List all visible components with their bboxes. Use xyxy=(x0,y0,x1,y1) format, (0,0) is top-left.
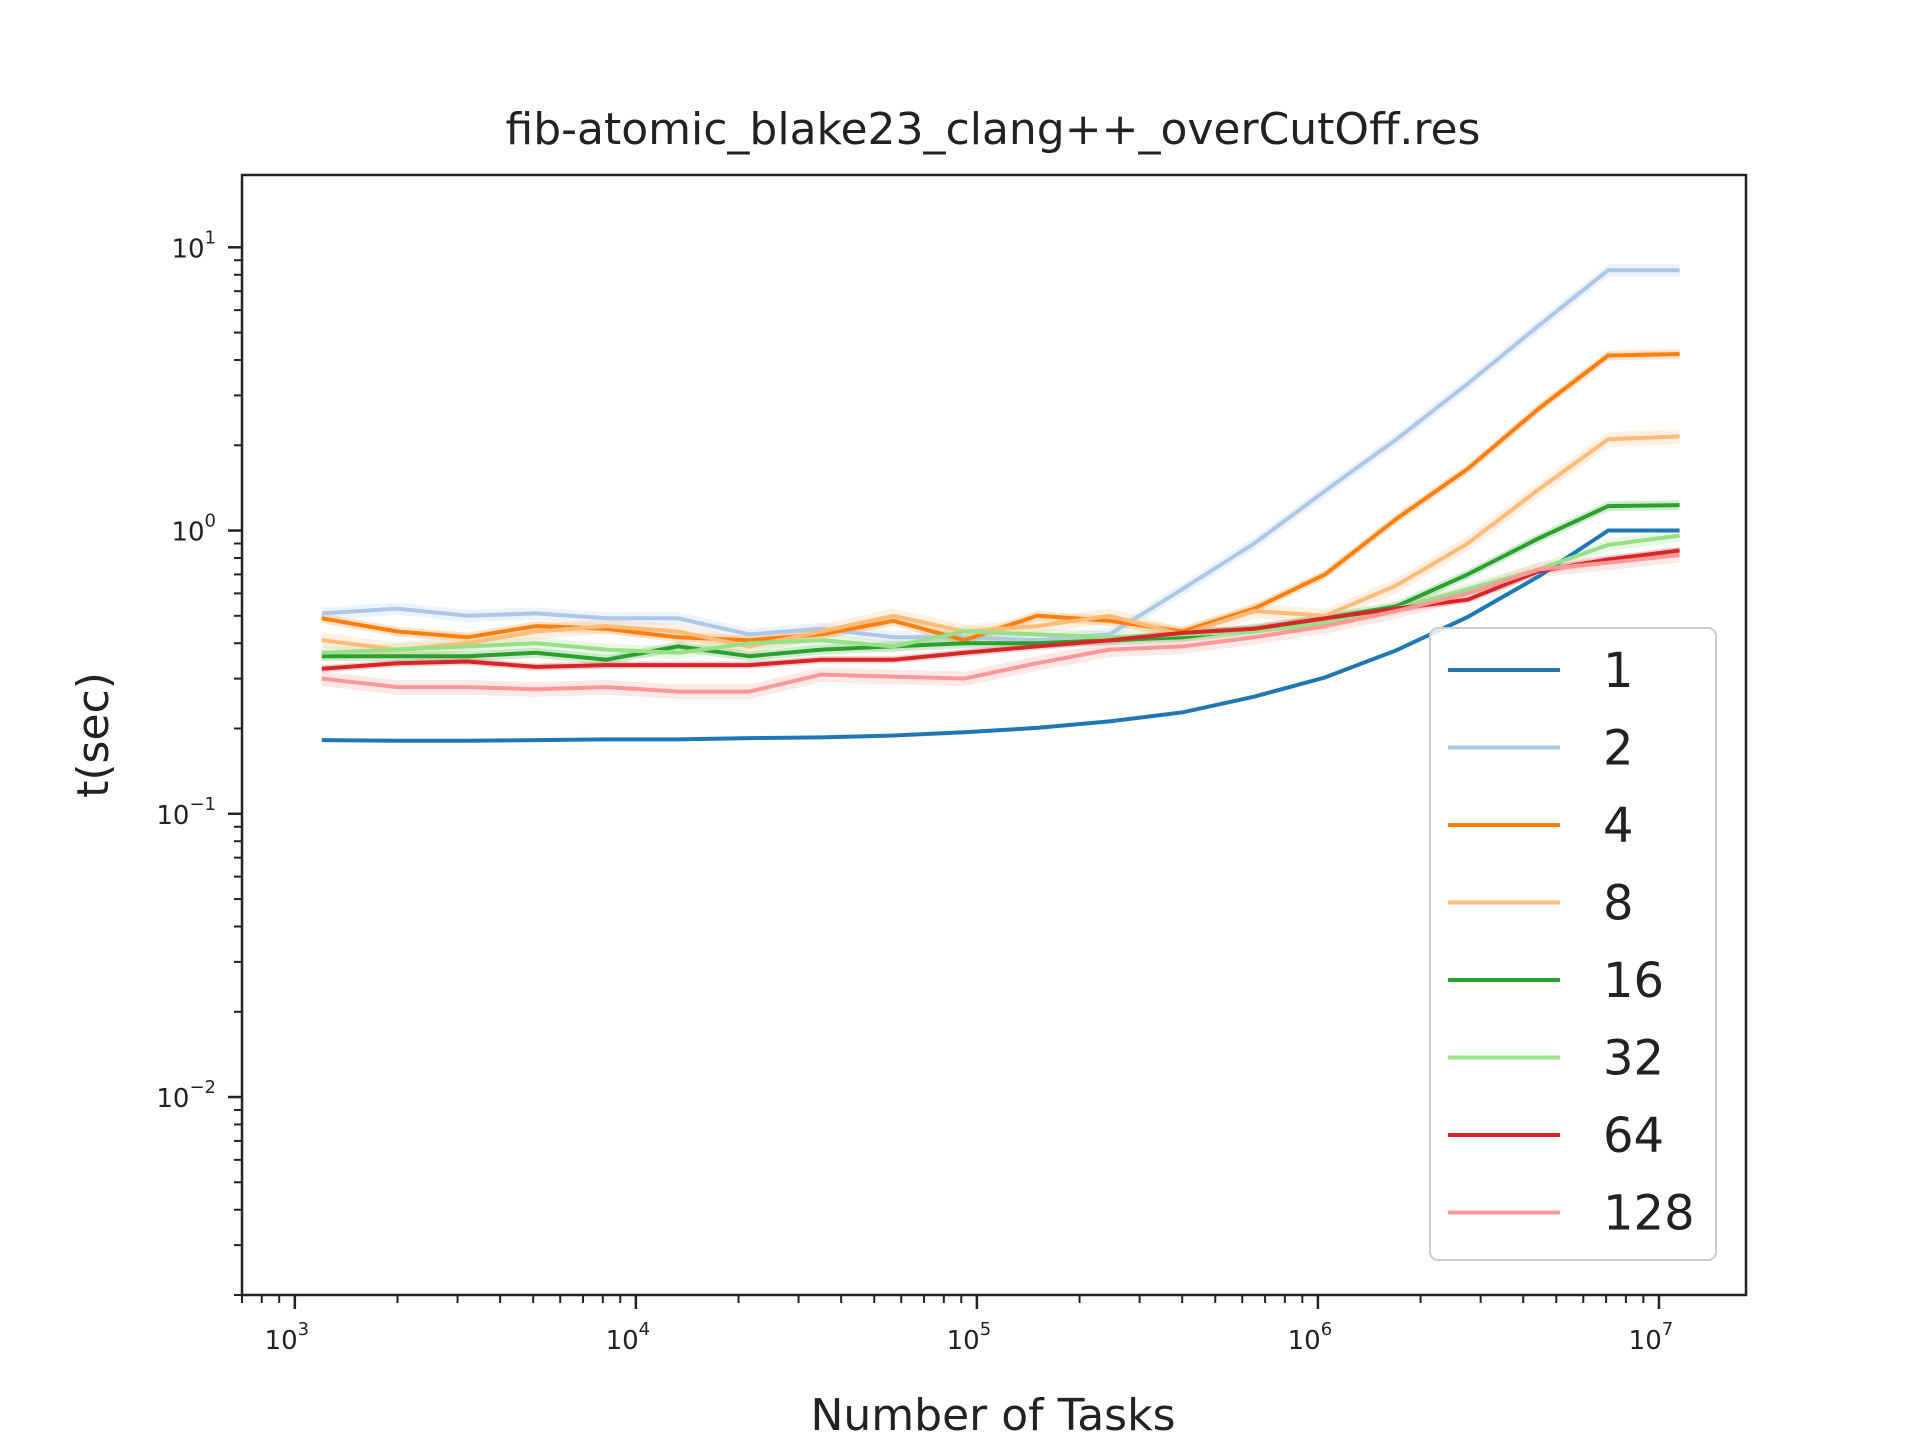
legend-label: 4 xyxy=(1603,798,1634,854)
series-line-128 xyxy=(321,553,1680,694)
legend-label: 8 xyxy=(1603,876,1634,932)
legend-box xyxy=(1429,627,1717,1261)
legend-label: 64 xyxy=(1603,1108,1664,1164)
y-tick-label: 10−1 xyxy=(156,794,216,831)
legend-item-64: 64 xyxy=(1448,1108,1664,1164)
series-line-1 xyxy=(321,528,1680,743)
y-axis-label: t(sec) xyxy=(68,672,119,798)
legend: 1 2 4 8 16 32 64 128 xyxy=(1429,627,1717,1261)
series-line-64 xyxy=(321,548,1680,671)
legend-label: 32 xyxy=(1603,1031,1664,1087)
series-line-2 xyxy=(321,268,1680,643)
series-lines xyxy=(321,268,1680,743)
chart-title: fib-atomic_blake23_clang++_overCutOff.re… xyxy=(506,104,1481,155)
legend-item-32: 32 xyxy=(1448,1031,1664,1087)
x-tick-label: 107 xyxy=(1629,1319,1674,1356)
legend-item-128: 128 xyxy=(1448,1186,1695,1242)
x-tick-label: 106 xyxy=(1288,1319,1333,1356)
legend-item-8: 8 xyxy=(1448,876,1634,932)
y-tick-label: 101 xyxy=(171,227,216,264)
y-axis: 101 100 10−1 10−2 xyxy=(156,227,242,1296)
x-tick-label: 104 xyxy=(606,1319,651,1356)
legend-label: 2 xyxy=(1603,721,1634,777)
y-tick-label: 100 xyxy=(171,511,216,548)
legend-item-1: 1 xyxy=(1448,643,1634,699)
x-axis-label: Number of Tasks xyxy=(810,1390,1175,1440)
x-tick-label: 105 xyxy=(947,1319,992,1356)
legend-item-2: 2 xyxy=(1448,721,1634,777)
series-line-32 xyxy=(321,533,1680,655)
legend-item-16: 16 xyxy=(1448,953,1664,1009)
series-line-16 xyxy=(321,503,1680,662)
legend-item-4: 4 xyxy=(1448,798,1634,854)
series-line-8 xyxy=(321,434,1680,652)
plot-frame xyxy=(240,173,1748,1297)
legend-label: 1 xyxy=(1603,643,1634,699)
y-tick-label: 10−2 xyxy=(156,1077,216,1114)
legend-label: 128 xyxy=(1603,1186,1695,1242)
x-tick-label: 103 xyxy=(265,1319,310,1356)
legend-label: 16 xyxy=(1603,953,1664,1009)
x-axis: 103 104 105 106 107 xyxy=(241,1295,1674,1356)
